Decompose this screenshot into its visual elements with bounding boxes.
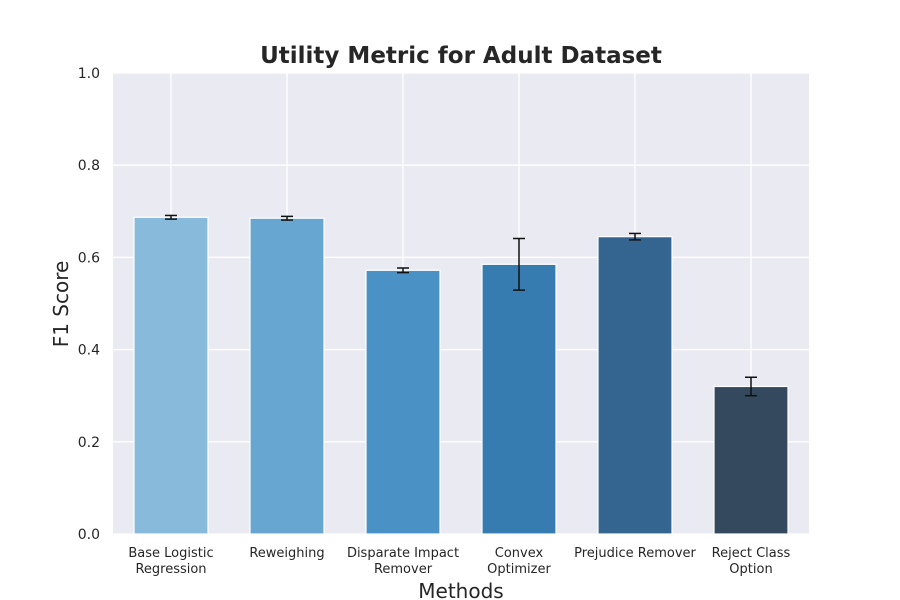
y-tick-label: 1.0 bbox=[78, 66, 100, 82]
y-tick-label: 0.4 bbox=[78, 343, 100, 359]
error-bar bbox=[397, 267, 409, 274]
bar bbox=[365, 269, 441, 535]
bars bbox=[133, 216, 789, 535]
y-tick-label: 0.6 bbox=[78, 250, 100, 266]
bar bbox=[249, 217, 325, 535]
chart-title: Utility Metric for Adult Dataset bbox=[260, 43, 662, 69]
x-tick-label: Base Logistic Regression bbox=[128, 546, 213, 577]
bar bbox=[713, 385, 789, 535]
x-tick-label: Prejudice Remover bbox=[574, 546, 696, 561]
error-bar bbox=[165, 214, 177, 220]
error-bars bbox=[165, 214, 757, 397]
x-tick-label: Disparate Impact Remover bbox=[347, 546, 459, 577]
x-tick-label: Reject Class Option bbox=[712, 546, 791, 577]
error-bar bbox=[513, 237, 525, 291]
x-tick-label: Convex Optimizer bbox=[487, 546, 551, 577]
y-tick-label: 0.0 bbox=[78, 527, 100, 543]
x-tick-label: Reweighing bbox=[249, 546, 324, 561]
error-bar bbox=[745, 376, 757, 397]
y-tick-label: 0.8 bbox=[78, 158, 100, 174]
bar bbox=[481, 263, 557, 535]
x-axis-label: Methods bbox=[418, 579, 503, 600]
y-tick-labels: 0.0 0.2 0.4 0.6 0.8 1.0 bbox=[78, 66, 100, 543]
y-tick-label: 0.2 bbox=[78, 435, 100, 451]
y-axis-label: F1 Score bbox=[49, 261, 73, 348]
bar bbox=[597, 236, 673, 535]
plot-background bbox=[113, 73, 809, 534]
error-bar bbox=[629, 232, 641, 241]
error-bar bbox=[281, 215, 293, 221]
bar bbox=[133, 216, 209, 535]
x-tick-labels: Base Logistic Regression Reweighing Dispara… bbox=[128, 546, 790, 577]
